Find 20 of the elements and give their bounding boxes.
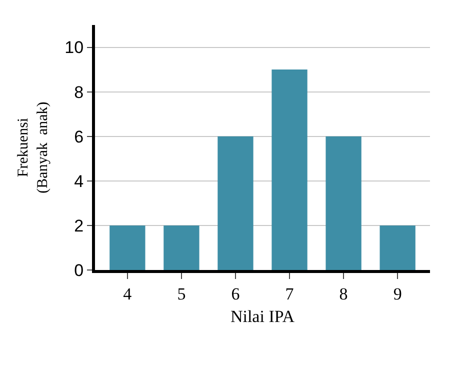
y-tick-label: 6: [74, 127, 84, 146]
x-tick-label: 4: [123, 284, 132, 304]
x-tick-label: 8: [339, 284, 348, 304]
bar: [272, 70, 308, 270]
y-tick-label: 8: [74, 82, 84, 102]
x-tick-label: 5: [177, 284, 186, 304]
x-tick-label: 7: [285, 284, 294, 304]
bar: [110, 225, 146, 270]
x-tick-label: 9: [393, 284, 402, 304]
bar: [326, 136, 362, 270]
x-tick-label: 6: [231, 284, 240, 304]
y-tick-label: 10: [64, 38, 84, 58]
bar: [218, 136, 254, 270]
bar: [380, 225, 416, 270]
y-tick-label: 2: [74, 216, 84, 236]
x-axis-title: Nilai IPA: [230, 306, 296, 326]
y-tick-label: 0: [74, 260, 84, 280]
bar: [164, 225, 200, 270]
y-tick-label: 4: [74, 172, 84, 191]
y-axis-title: Frekuensi (Banyak anak): [15, 102, 51, 194]
